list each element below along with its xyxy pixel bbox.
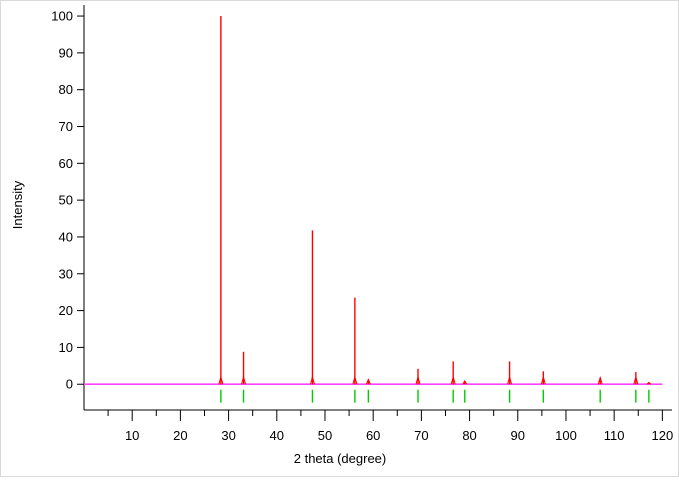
y-tick-label: 80 bbox=[59, 82, 73, 97]
x-tick-label: 100 bbox=[555, 428, 577, 443]
peak-base bbox=[365, 378, 371, 385]
x-tick-label: 50 bbox=[318, 428, 332, 443]
axes-layer bbox=[77, 5, 672, 421]
y-tick-label: 20 bbox=[59, 303, 73, 318]
y-tick-label: 10 bbox=[59, 340, 73, 355]
y-axis-title: Intensity bbox=[10, 180, 25, 229]
peak-base bbox=[597, 375, 603, 385]
y-tick-label: 40 bbox=[59, 229, 73, 244]
peak-base bbox=[633, 374, 639, 385]
y-tick-label: 30 bbox=[59, 266, 73, 281]
x-tick-label: 40 bbox=[270, 428, 284, 443]
x-axis-title: 2 theta (degree) bbox=[294, 451, 387, 466]
peak-base bbox=[415, 374, 421, 385]
y-tick-label: 60 bbox=[59, 156, 73, 171]
x-tick-label: 120 bbox=[652, 428, 674, 443]
y-tick-label: 90 bbox=[59, 45, 73, 60]
y-tick-label: 70 bbox=[59, 119, 73, 134]
x-tick-label: 80 bbox=[462, 428, 476, 443]
peaks-layer bbox=[218, 16, 652, 385]
x-tick-label: 20 bbox=[173, 428, 187, 443]
y-tick-label: 0 bbox=[66, 377, 73, 392]
peak-base bbox=[241, 374, 247, 385]
x-tick-label: 90 bbox=[511, 428, 525, 443]
peak-base bbox=[450, 374, 456, 385]
peak-base bbox=[507, 374, 513, 385]
x-tick-label: 30 bbox=[221, 428, 235, 443]
y-tick-label: 50 bbox=[59, 193, 73, 208]
peak-base bbox=[309, 374, 315, 385]
x-tick-label: 70 bbox=[414, 428, 428, 443]
x-tick-label: 60 bbox=[366, 428, 380, 443]
peak-base bbox=[352, 374, 358, 385]
peak-base bbox=[218, 374, 224, 385]
peak-base bbox=[646, 381, 652, 385]
x-tick-label: 110 bbox=[604, 428, 625, 443]
reference-ticks-layer bbox=[220, 389, 650, 403]
labels-layer: 0 10 20 30 40 50 60 70 80 90 100 10 20 30 40 50 60 70 80 90… bbox=[51, 9, 673, 443]
peak-base bbox=[540, 374, 546, 385]
y-tick-label: 100 bbox=[51, 9, 73, 24]
peak-base bbox=[462, 379, 468, 385]
x-tick-label: 10 bbox=[125, 428, 139, 443]
